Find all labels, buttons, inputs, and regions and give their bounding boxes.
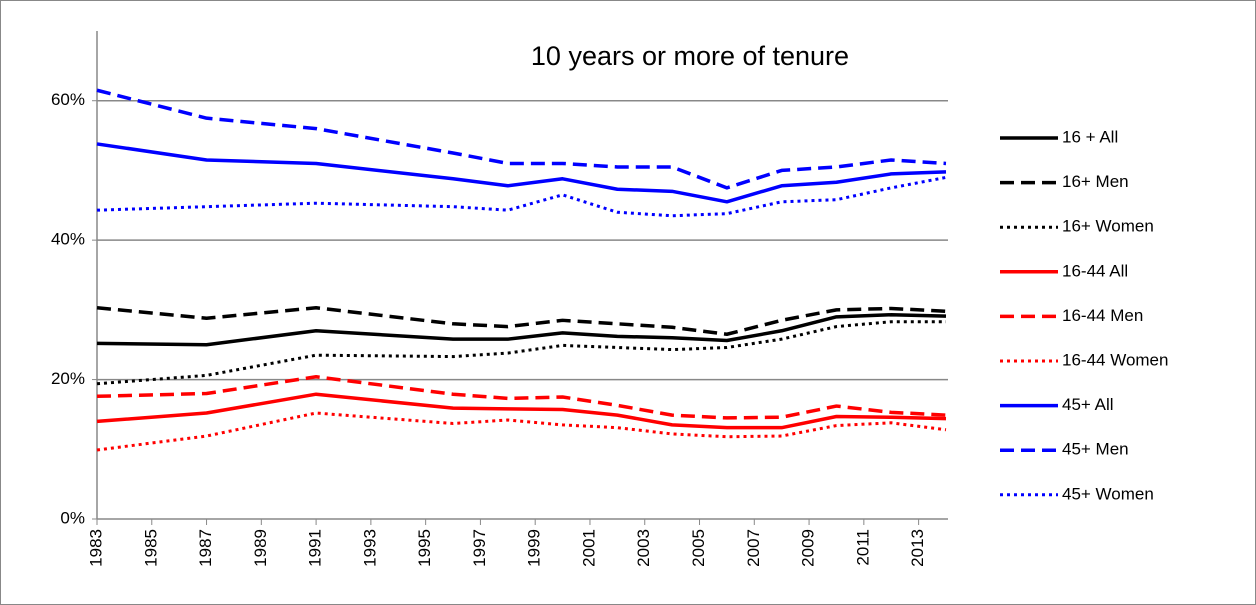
x-tick-label: 2009 bbox=[799, 529, 818, 567]
x-tick-label: 2001 bbox=[579, 529, 598, 567]
legend-label: 45+ All bbox=[1062, 395, 1114, 414]
chart-title: 10 years or more of tenure bbox=[531, 41, 849, 71]
y-tick-label: 20% bbox=[51, 369, 85, 388]
series-line bbox=[96, 306, 947, 337]
series-line bbox=[96, 88, 947, 190]
series-line bbox=[96, 392, 947, 430]
legend-label: 16-44 Women bbox=[1062, 350, 1168, 369]
x-tick-label: 1987 bbox=[196, 529, 215, 567]
series-line bbox=[96, 142, 947, 204]
x-tick-label: 2005 bbox=[689, 529, 708, 567]
legend-label: 16-44 Men bbox=[1062, 306, 1143, 325]
y-tick-label: 60% bbox=[51, 90, 85, 109]
x-tick-label: 1993 bbox=[360, 529, 379, 567]
x-tick-label: 2011 bbox=[853, 529, 872, 566]
x-tick-label: 1985 bbox=[141, 529, 160, 567]
x-tick-label: 1999 bbox=[525, 529, 544, 567]
legend-label: 16 + All bbox=[1062, 127, 1118, 146]
x-tick-label: 2013 bbox=[908, 529, 927, 567]
legend-label: 16+ Men bbox=[1062, 172, 1129, 191]
y-tick-label: 40% bbox=[51, 230, 85, 249]
legend-label: 16+ Women bbox=[1062, 217, 1154, 236]
x-tick-label: 1983 bbox=[86, 529, 105, 567]
x-tick-label: 2007 bbox=[744, 529, 763, 567]
legend-label: 16-44 All bbox=[1062, 261, 1128, 280]
legend-label: 45+ Women bbox=[1062, 484, 1154, 503]
series-line bbox=[96, 312, 947, 347]
series-line bbox=[96, 175, 947, 218]
legend-label: 45+ Men bbox=[1062, 440, 1129, 459]
series-line bbox=[96, 375, 947, 420]
x-tick-label: 1997 bbox=[470, 529, 489, 567]
series-line bbox=[96, 320, 946, 386]
x-tick-label: 1991 bbox=[306, 529, 325, 567]
x-tick-label: 2003 bbox=[634, 529, 653, 567]
y-tick-label: 0% bbox=[60, 508, 85, 527]
series-line bbox=[96, 411, 947, 452]
x-tick-label: 1995 bbox=[415, 529, 434, 567]
x-tick-label: 1989 bbox=[251, 529, 270, 567]
